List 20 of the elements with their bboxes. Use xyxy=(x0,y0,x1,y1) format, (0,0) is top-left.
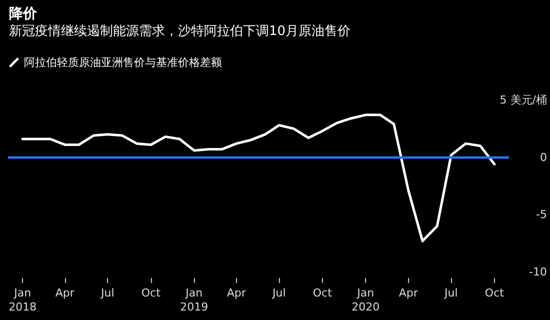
x-tick-label: Oct xyxy=(312,286,333,300)
x-tick-label: Oct xyxy=(141,286,162,300)
x-tick-label: Apr xyxy=(226,286,246,300)
x-tick-label: Jan 2020 xyxy=(352,286,380,314)
x-tick-label: Jul xyxy=(444,286,458,300)
x-tick-label: Jul xyxy=(100,286,114,300)
x-tick-label: Oct xyxy=(484,286,505,300)
y-tick-label: 5 美元/桶 xyxy=(500,94,547,106)
chart-subtitle: 新冠疫情继续遏制能源需求，沙特阿拉伯下调10月原油售价 xyxy=(9,24,351,39)
line-series xyxy=(21,114,496,242)
y-tick-label: 0 xyxy=(540,150,547,164)
chart-title: 降价 xyxy=(9,6,38,22)
x-tick-label: Apr xyxy=(398,286,418,300)
x-tick-label: Apr xyxy=(55,286,75,300)
y-tick-label: -10 xyxy=(529,266,547,278)
x-tick-label: Jan 2019 xyxy=(180,286,208,314)
x-tick-label: Jan 2018 xyxy=(8,286,37,314)
y-tick-label: -5 xyxy=(536,208,547,222)
legend-label: 阿拉伯轻质原油亚洲售价与基准价格差额 xyxy=(24,56,222,69)
x-tick-label: Jul xyxy=(272,286,286,300)
